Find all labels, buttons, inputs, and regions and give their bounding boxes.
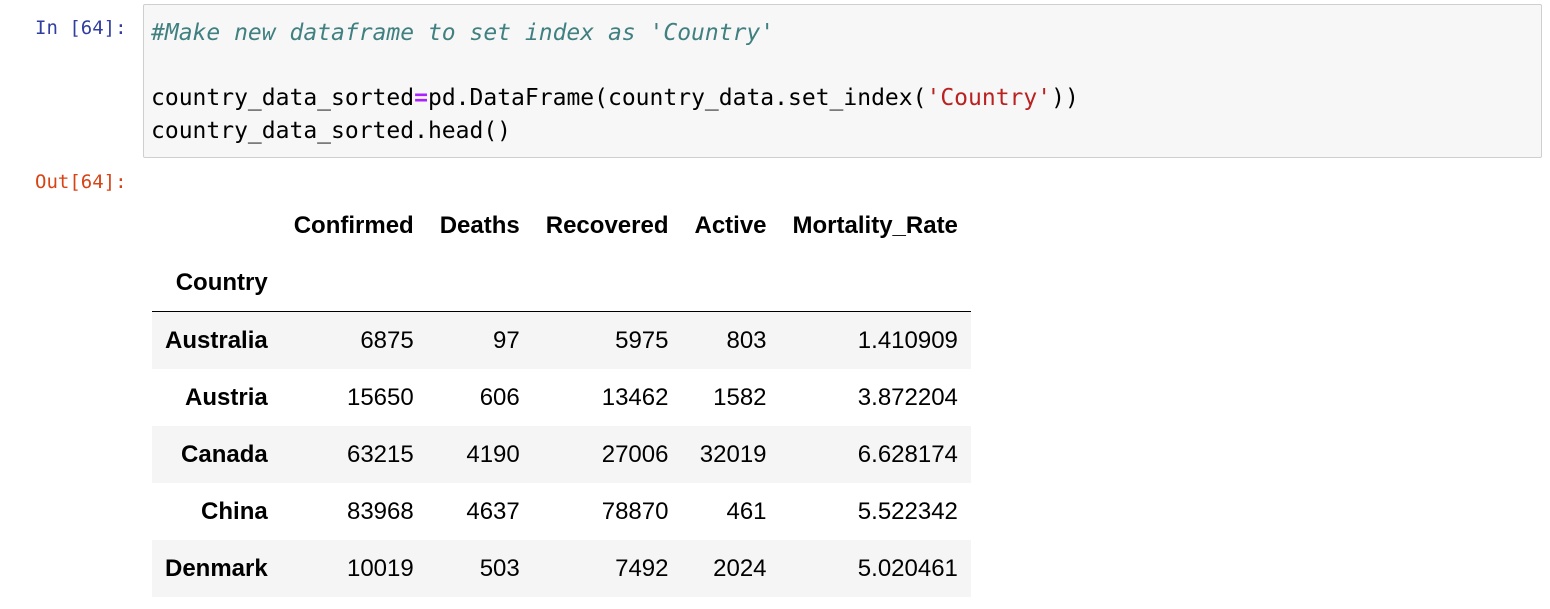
code-call: pd.DataFrame(country_data.set_index(	[427, 85, 927, 111]
code-line-blank	[151, 50, 1079, 83]
table-cell: 606	[479, 383, 520, 411]
header-blank	[152, 197, 281, 254]
table-cell: 1.410909	[857, 326, 958, 354]
code-assign-operator: =	[414, 85, 428, 111]
table-cell: 503	[479, 554, 520, 582]
table-cell: 3.872204	[857, 383, 958, 411]
row-index: China	[201, 497, 268, 525]
index-name-blank	[280, 254, 427, 312]
table-cell: 803	[726, 326, 767, 354]
input-prompt: In [64]:	[35, 17, 127, 39]
index-name-blank	[532, 254, 682, 312]
column-header: Active	[694, 211, 767, 239]
table-cell: 1582	[713, 383, 767, 411]
column-header: Recovered	[545, 211, 669, 239]
column-header: Confirmed	[293, 211, 414, 239]
table-cell: 78870	[601, 497, 669, 525]
row-index: Denmark	[165, 554, 268, 582]
code-call-close: ))	[1051, 85, 1079, 111]
table-cell: 2024	[713, 554, 767, 582]
code-comment: #Make new dataframe to set index as 'Cou…	[151, 20, 775, 46]
table-row: China 83968 4637 78870 461 5.522342	[152, 483, 971, 540]
row-index: Australia	[165, 326, 268, 354]
table-cell: 15650	[346, 383, 414, 411]
table-cell: 4190	[466, 440, 520, 468]
index-name-blank	[681, 254, 780, 312]
code-string: 'Country'	[926, 85, 1052, 111]
table-cell: 13462	[601, 383, 669, 411]
index-name-blank	[426, 254, 533, 312]
table-cell: 27006	[601, 440, 669, 468]
row-index: Austria	[185, 383, 268, 411]
table-cell: 7492	[615, 554, 669, 582]
code-line-3: country_data_sorted.head()	[151, 117, 512, 144]
table-cell: 461	[726, 497, 767, 525]
code-input-area[interactable]: #Make new dataframe to set index as 'Cou…	[143, 4, 1542, 158]
column-header-row: Confirmed Deaths Recovered Active Mortal…	[152, 197, 971, 254]
column-header: Deaths	[439, 211, 520, 239]
table-row: Canada 63215 4190 27006 32019 6.628174	[152, 426, 971, 483]
table-cell: 5.522342	[857, 497, 958, 525]
table-cell: 63215	[346, 440, 414, 468]
table-cell: 83968	[346, 497, 414, 525]
dataframe-table: Confirmed Deaths Recovered Active Mortal…	[152, 197, 971, 597]
table-cell: 6.628174	[857, 440, 958, 468]
table-cell: 32019	[699, 440, 767, 468]
table-cell: 4637	[466, 497, 520, 525]
code-variable: country_data_sorted	[151, 85, 415, 111]
table-cell: 10019	[346, 554, 414, 582]
table-row: Australia 6875 97 5975 803 1.410909	[152, 311, 971, 369]
index-name-row: Country	[152, 254, 971, 312]
index-name-blank	[779, 254, 971, 312]
column-header: Mortality_Rate	[792, 211, 958, 239]
output-prompt: Out[64]:	[35, 171, 127, 193]
code-editor[interactable]: #Make new dataframe to set index as 'Cou…	[151, 17, 1079, 147]
code-line-2: country_data_sorted=pd.DataFrame(country…	[151, 82, 1079, 115]
row-index: Canada	[181, 440, 268, 468]
index-name-header: Country	[152, 254, 281, 312]
table-cell: 5.020461	[857, 554, 958, 582]
table-row: Austria 15650 606 13462 1582 3.872204	[152, 369, 971, 426]
table-cell: 97	[493, 326, 520, 354]
table-row: Denmark 10019 503 7492 2024 5.020461	[152, 540, 971, 597]
table-cell: 6875	[360, 326, 414, 354]
table-cell: 5975	[615, 326, 669, 354]
code-line-1: #Make new dataframe to set index as 'Cou…	[151, 17, 1079, 50]
